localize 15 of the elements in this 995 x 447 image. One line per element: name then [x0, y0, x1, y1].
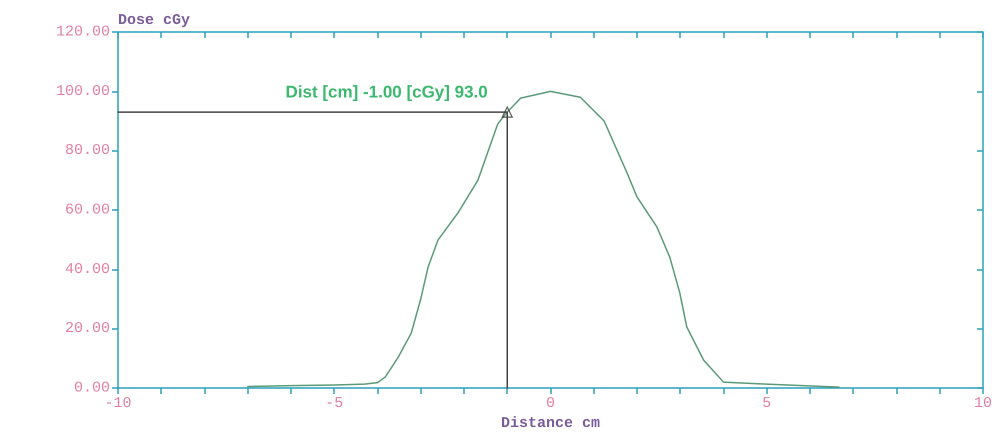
- y-tick-label: 100.00: [56, 82, 110, 100]
- y-axis-title: Dose cGy: [118, 12, 190, 29]
- y-tick-label: 80.00: [64, 142, 110, 160]
- y-tick-label: 0.00: [74, 380, 110, 396]
- y-tick-label: 40.00: [64, 260, 110, 278]
- x-tick-label: -5: [325, 395, 344, 412]
- x-tick-label: -10: [104, 395, 132, 412]
- x-tick-label: 5: [762, 395, 772, 412]
- x-tick-label: 0: [546, 395, 556, 412]
- x-axis-title: Distance cm: [500, 414, 600, 432]
- y-tick-label: 20.00: [64, 320, 110, 338]
- y-tick-label: 60.00: [64, 202, 110, 218]
- annotation: Dist [cm] -1.00 [cGy] 93.0: [286, 82, 488, 102]
- x-tick-label: 10: [974, 395, 992, 412]
- y-tick-label: 120.00: [56, 24, 110, 40]
